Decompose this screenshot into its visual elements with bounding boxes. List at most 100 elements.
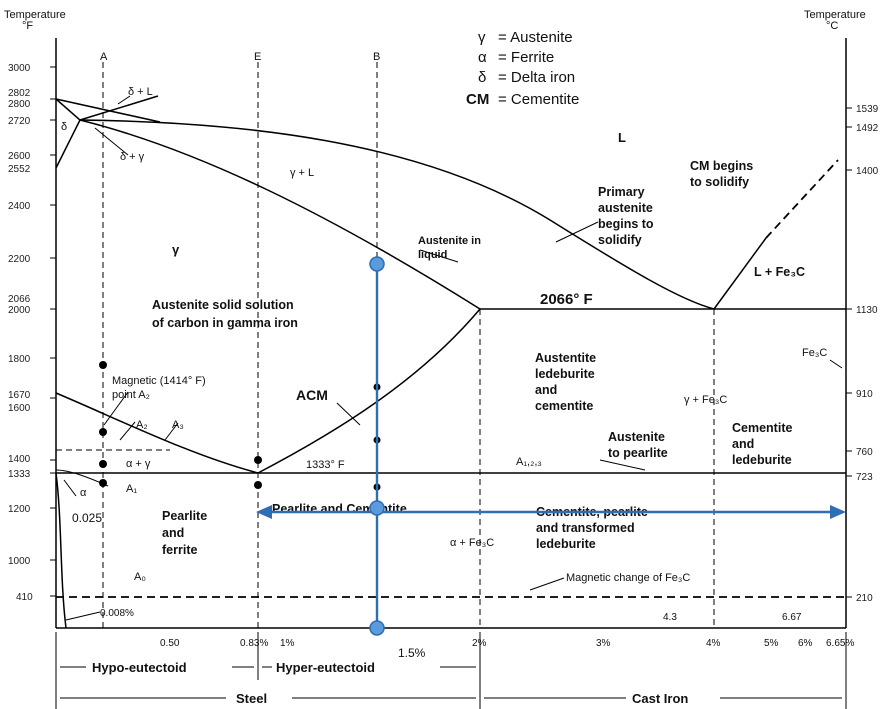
tick-2000: 2000 [8, 305, 31, 316]
bottom-bands [55, 632, 847, 709]
tick-1800: 1800 [8, 354, 31, 365]
label-austentite-3: and [535, 383, 557, 397]
legend-text-austenite: = Austenite [498, 29, 573, 46]
tick-c-1539: 1539 [856, 104, 879, 115]
label-alpha-gamma: α + γ [126, 458, 151, 470]
band-steel: Steel [236, 691, 267, 706]
label-cm-begins-1: CM begins [690, 159, 753, 173]
tick-2800: 2800 [8, 99, 31, 110]
legend-symbol-cm: CM [466, 91, 489, 108]
column-label-b: B [373, 51, 380, 63]
tick-410: 410 [16, 592, 33, 603]
right-axis-title: Temperature [804, 9, 866, 21]
label-primary-4: solidify [598, 233, 642, 247]
leader-lines [63, 95, 843, 621]
label-667: 6.67 [782, 612, 802, 623]
column-label-a: A [100, 51, 108, 63]
label-austenite-liquid-1: Austenite in [418, 235, 481, 247]
band-cast-iron: Cast Iron [632, 691, 688, 706]
label-magnetic-2: point A₂ [112, 389, 150, 401]
label-delta-gamma: δ + γ [120, 151, 145, 163]
tick-2720: 2720 [8, 116, 31, 127]
label-primary-3: begins to [598, 217, 654, 231]
label-cem-led-1: Cementite [732, 421, 792, 435]
label-fe3c: Fe₃C [802, 347, 827, 359]
tick-c-1130: 1130 [856, 305, 878, 316]
label-austentite-1: Austentite [535, 351, 596, 365]
label-gamma: γ [172, 242, 180, 257]
label-cem-pearlite-3: ledeburite [536, 537, 596, 551]
label-43: 4.3 [663, 612, 677, 623]
composition-mid-marker[interactable] [369, 500, 385, 516]
label-0008: 0.008% [100, 608, 134, 619]
column-label-e: E [254, 51, 261, 63]
tick-1200: 1200 [8, 504, 31, 515]
label-cm-begins-2: to solidify [690, 175, 749, 189]
tick-c-1492: 1492 [856, 123, 879, 134]
tick-1000: 1000 [8, 556, 31, 567]
legend-symbol-delta: δ [478, 69, 486, 86]
tick-2pct: 2% [472, 638, 487, 649]
tick-2802: 2802 [8, 88, 31, 99]
band-hyper-eutectoid: Hyper-eutectoid [276, 660, 375, 675]
tick-1600: 1600 [8, 403, 31, 414]
label-delta-l: δ + L [128, 86, 153, 98]
label-eutectoid-temp: 1333° F [306, 459, 345, 471]
label-austentite-2: ledeburite [535, 367, 595, 381]
label-a2: A₂ [136, 419, 148, 431]
label-austenite-solid-2: of carbon in gamma iron [152, 316, 298, 330]
label-gamma-l: γ + L [290, 167, 314, 179]
tick-3pct: 3% [596, 638, 611, 649]
tick-2400: 2400 [8, 201, 31, 212]
tick-5pct: 5% [764, 638, 779, 649]
label-cem-pearlite-2: and transformed [536, 521, 635, 535]
tick-c-760: 760 [856, 447, 873, 458]
right-ticks [846, 107, 852, 598]
label-pearlite-ferrite-2: and [162, 526, 184, 540]
point-markers [99, 361, 381, 491]
label-magnetic-change: Magnetic change of Fe₃C [566, 572, 690, 584]
legend-text-delta: = Delta iron [498, 69, 575, 86]
composition-label: 1.5% [398, 646, 426, 660]
composition-top-marker[interactable] [369, 256, 385, 272]
label-a0: A₀ [134, 571, 146, 583]
tick-c-210: 210 [856, 593, 873, 604]
label-l: L [618, 130, 626, 145]
tick-2600: 2600 [8, 151, 31, 162]
right-axis-unit: °C [826, 20, 838, 32]
arrow-left-head [256, 505, 272, 519]
arrow-right-head [830, 505, 846, 519]
label-pearlite-ferrite-1: Pearlite [162, 509, 207, 523]
left-axis-title: Temperature [4, 9, 66, 21]
label-primary-2: austenite [598, 201, 653, 215]
tick-2066: 2066 [8, 294, 31, 305]
label-austenite-solid-1: Austenite solid solution [152, 298, 294, 312]
label-alpha: α [80, 487, 87, 499]
tick-2200: 2200 [8, 254, 31, 265]
tick-c-1400: 1400 [856, 166, 879, 177]
tick-1670: 1670 [8, 390, 31, 401]
tick-c-723: 723 [856, 472, 873, 483]
label-a123: A₁,₂,₃ [516, 456, 542, 468]
label-magnetic-1: Magnetic (1414° F) [112, 375, 206, 387]
label-pearlite-cementite: Pearlite and Cementite [272, 502, 407, 516]
label-cem-led-2: and [732, 437, 754, 451]
legend-symbol-alpha: α [478, 49, 487, 66]
tick-1pct: 1% [280, 638, 295, 649]
blue-overlay [256, 256, 846, 636]
legend: γ = Austenite α = Ferrite δ = Delta iron… [466, 29, 579, 108]
tick-083: 0.83% [240, 638, 268, 649]
label-austenite-pearlite-1: Austenite [608, 430, 665, 444]
label-l-fe3c: L + Fe₃C [754, 265, 805, 279]
tick-1400: 1400 [8, 454, 31, 465]
composition-bottom-marker[interactable] [369, 620, 385, 636]
label-acm: ACM [296, 387, 328, 403]
tick-6pct: 6% [798, 638, 813, 649]
label-cem-led-3: ledeburite [732, 453, 792, 467]
band-hypo-eutectoid: Hypo-eutectoid [92, 660, 187, 675]
tick-1333: 1333 [8, 469, 31, 480]
label-primary-1: Primary [598, 185, 645, 199]
legend-symbol-gamma: γ [478, 29, 486, 46]
tick-4pct: 4% [706, 638, 721, 649]
label-a1: A₁ [126, 483, 137, 495]
